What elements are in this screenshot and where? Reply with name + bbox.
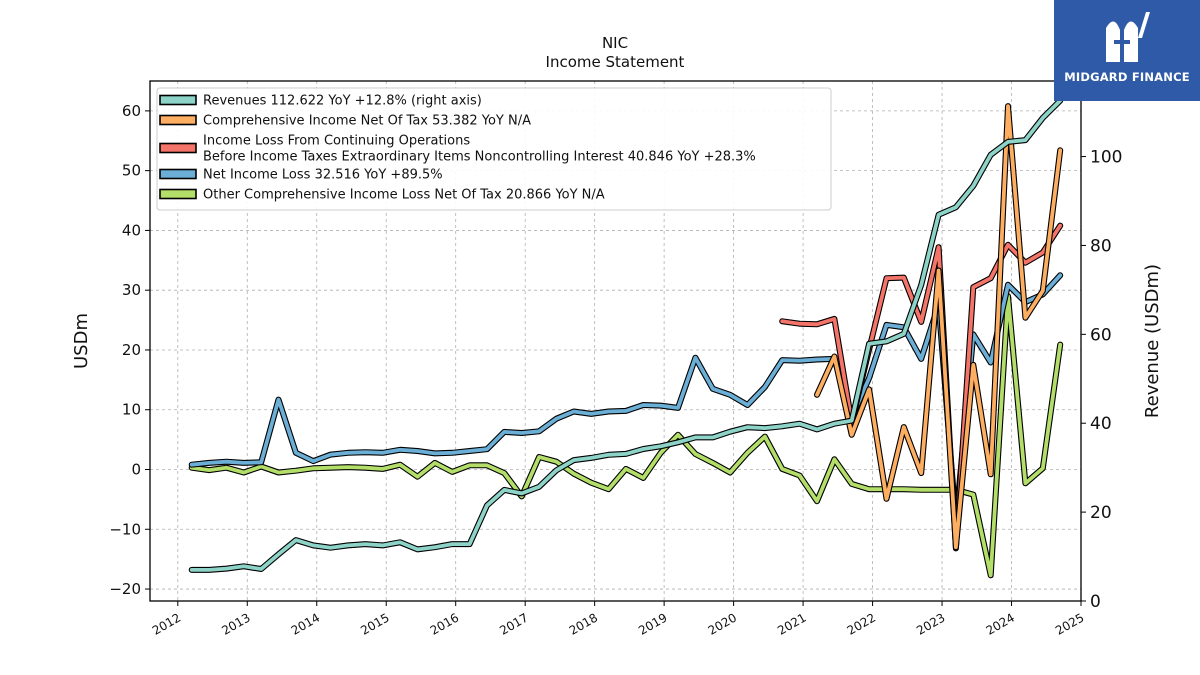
x-tick-label: 2025: [1053, 610, 1086, 637]
y-tick-label: 40: [122, 221, 141, 239]
x-tick-label: 2012: [150, 610, 183, 637]
x-tick-label: 2024: [984, 610, 1017, 637]
series-2: [779, 222, 1064, 552]
brand-name: MIDGARD FINANCE: [1064, 70, 1190, 84]
legend-swatch: [159, 114, 197, 126]
legend-label-line: Other Comprehensive Income Loss Net Of T…: [203, 188, 605, 203]
legend-label: Revenues 112.622 YoY +12.8% (right axis): [203, 94, 482, 109]
series-1: [814, 103, 1064, 551]
y-tick-label: 0: [131, 461, 141, 479]
legend-label: Comprehensive Income Net Of Tax 53.382 Y…: [203, 114, 531, 129]
legend: Revenues 112.622 YoY +12.8% (right axis)…: [156, 87, 832, 211]
x-tick-label: 2017: [497, 610, 530, 637]
series-line: [780, 223, 1063, 551]
y2-tick-label: 20: [1090, 503, 1112, 523]
y2-axis-label: Revenue (USDm): [1142, 264, 1163, 418]
legend-box: [156, 87, 832, 211]
y2-tick-label: 100: [1090, 148, 1122, 168]
legend-label: Net Income Loss 32.516 YoY +89.5%: [203, 168, 443, 183]
series-0: [188, 97, 1064, 573]
y-tick-label: 60: [122, 102, 141, 120]
x-tick-label: 2015: [358, 610, 391, 637]
legend-label: Income Loss From Continuing Operations Be…: [203, 134, 756, 165]
series-line: [815, 104, 1063, 550]
series-layer: [188, 97, 1064, 579]
chart-subtitle: Income Statement: [546, 53, 685, 71]
legend-label-line: Comprehensive Income Net Of Tax 53.382 Y…: [203, 114, 531, 129]
legend-swatch: [159, 188, 197, 200]
series-line: [189, 294, 1063, 578]
y-tick-label: 20: [122, 341, 141, 359]
midgard-finance-logo: MIDGARD FINANCE: [1054, 0, 1200, 101]
y-tick-label: 50: [122, 162, 141, 180]
y-tick-label: −10: [109, 520, 141, 538]
y-axis-label: USDm: [71, 313, 92, 369]
legend-swatch: [159, 94, 197, 106]
y-tick-label: 30: [122, 281, 141, 299]
y2-tick-label: 60: [1090, 325, 1112, 345]
legend-swatch: [159, 142, 197, 154]
x-tick-label: 2014: [289, 610, 322, 637]
x-tick-label: 2016: [428, 610, 461, 637]
legend-swatch: [159, 168, 197, 180]
legend-label-line: Net Income Loss 32.516 YoY +89.5%: [203, 168, 443, 183]
legend-label: Other Comprehensive Income Loss Net Of T…: [203, 188, 605, 203]
legend-label-line: Before Income Taxes Extraordinary Items …: [203, 150, 756, 165]
legend-label-line: Revenues 112.622 YoY +12.8% (right axis): [203, 94, 482, 109]
y2-tick-label: 0: [1090, 592, 1101, 612]
x-tick-label: 2023: [914, 610, 947, 637]
y2-tick-label: 40: [1090, 414, 1112, 434]
y-tick-label: 10: [122, 401, 141, 419]
logo-mark-icon: [1106, 12, 1150, 62]
x-tick-label: 2021: [775, 610, 808, 637]
x-tick-label: 2019: [636, 610, 669, 637]
y2-tick-label: 80: [1090, 236, 1112, 256]
chart-title: NIC: [602, 34, 628, 52]
x-tick-label: 2022: [845, 610, 878, 637]
y-tick-label: −20: [109, 580, 141, 598]
x-tick-label: 2018: [567, 610, 600, 637]
series-4: [188, 293, 1064, 579]
x-tick-label: 2020: [706, 610, 739, 637]
legend-label-line: Income Loss From Continuing Operations: [203, 134, 470, 149]
series-line: [189, 98, 1063, 572]
series-line: [189, 273, 1063, 524]
plot-frame: [149, 80, 1082, 602]
x-tick-label: 2013: [219, 610, 252, 637]
series-3: [188, 272, 1064, 526]
